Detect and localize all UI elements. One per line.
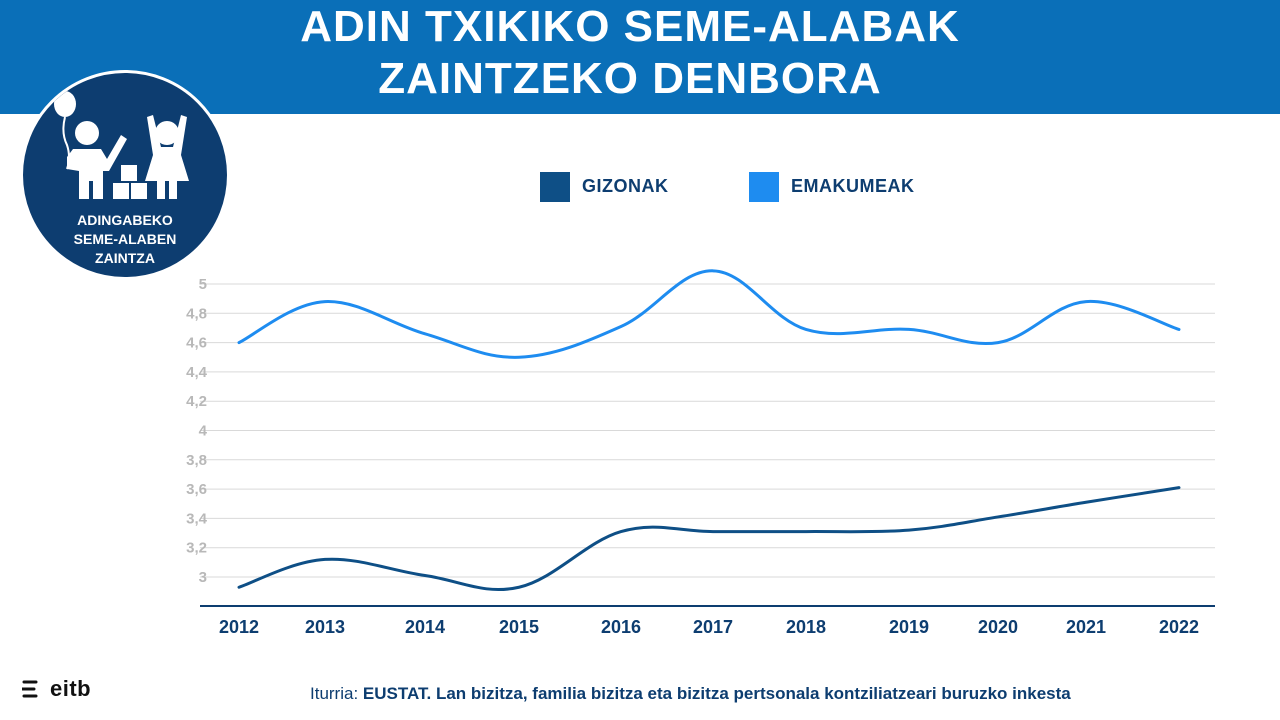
chart-series [237,269,1181,592]
chart-grid [200,283,1215,607]
source-note: Iturria: EUSTAT. Lan bizitza, familia bi… [310,684,1071,704]
x-tick-label: 2013 [305,617,345,637]
topic-badge: ADINGABEKO SEME-ALABEN ZAINTZA [20,70,230,280]
y-tick-label: 4 [199,423,208,440]
legend-swatch-emakumeak [749,172,779,202]
source-text: EUSTAT. Lan bizitza, familia bizitza eta… [362,684,1071,703]
x-axis-ticks: 2012 2013 2014 2015 2016 2017 2018 2019 2020 2021… [219,617,1199,637]
legend-swatch-gizonak [540,172,570,202]
legend-label-gizonak: GIZONAK [582,176,669,196]
y-tick-label: 4,4 [186,364,208,381]
eitb-logo-text: eitb [50,676,92,701]
x-tick-label: 2012 [219,617,259,637]
y-tick-label: 4,8 [186,305,207,322]
y-tick-label: 4,6 [186,335,207,352]
eitb-logo-icon [22,680,38,698]
x-tick-label: 2019 [889,617,929,637]
chart-title-line2: ZAINTZEKO DENBORA [378,54,882,103]
series-line-gizonak [237,486,1181,592]
legend-label-emakumeak: EMAKUMEAK [791,176,915,196]
y-tick-label: 3,2 [186,540,207,557]
badge-label-line2: SEME-ALABEN [73,231,177,247]
x-tick-label: 2022 [1159,617,1199,637]
x-tick-label: 2015 [499,617,539,637]
x-tick-label: 2020 [978,617,1018,637]
badge-label: ADINGABEKO SEME-ALABEN ZAINTZA [23,211,227,268]
badge-label-line3: ZAINTZA [95,250,155,266]
chart-title-line1: ADIN TXIKIKO SEME-ALABAK [300,2,960,51]
y-tick-label: 4,2 [186,393,207,410]
y-tick-label: 3 [199,569,207,586]
badge-label-line1: ADINGABEKO [77,212,173,228]
y-tick-label: 3,6 [186,481,207,498]
series-line-emakumeak [237,269,1181,359]
x-tick-label: 2021 [1066,617,1106,637]
x-tick-label: 2014 [405,617,445,637]
y-axis-ticks: 5 4,8 4,6 4,4 4,2 4 3,8 3,6 3,4 3,2 3 [186,276,208,586]
y-tick-label: 3,8 [186,452,207,469]
x-tick-label: 2016 [601,617,641,637]
source-prefix: Iturria: [310,684,363,703]
y-tick-label: 5 [199,276,207,293]
header-banner: ADIN TXIKIKO SEME-ALABAK ZAINTZEKO DENBO… [0,0,1280,114]
x-tick-label: 2018 [786,617,826,637]
x-tick-label: 2017 [693,617,733,637]
children-playing-icon [54,91,189,199]
y-tick-label: 3,4 [186,510,208,527]
